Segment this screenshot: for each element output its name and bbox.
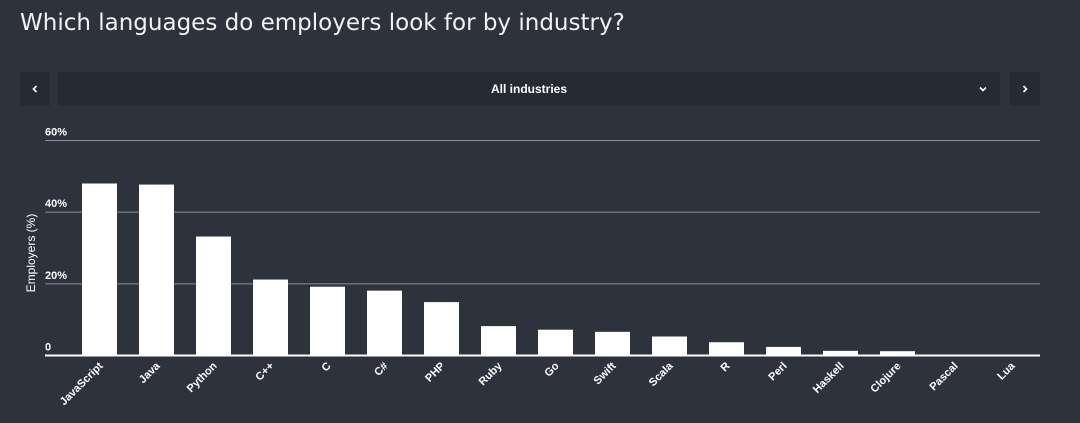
chevron-down-icon bbox=[979, 86, 987, 92]
chevron-right-icon bbox=[1022, 85, 1028, 93]
page-title: Which languages do employers look for by… bbox=[20, 10, 625, 36]
bar-ruby[interactable] bbox=[481, 326, 516, 356]
x-tick-label: C bbox=[320, 360, 334, 374]
x-axis-ticks: JavaScript Java Python C++ C C# PHP Ruby Go Swift… bbox=[58, 360, 1018, 408]
x-tick-label: Go bbox=[542, 360, 561, 379]
bar-php[interactable] bbox=[424, 302, 459, 356]
next-industry-button[interactable] bbox=[1010, 72, 1040, 106]
x-tick-label: C++ bbox=[253, 360, 276, 383]
bar-go[interactable] bbox=[538, 329, 573, 356]
y-tick-label: 0 bbox=[45, 342, 51, 354]
bar-swift[interactable] bbox=[595, 331, 630, 356]
industry-dropdown[interactable]: All industries bbox=[58, 72, 1000, 106]
bar-scala[interactable] bbox=[652, 336, 687, 356]
x-tick-label: Java bbox=[137, 360, 163, 386]
x-tick-label: Perl bbox=[766, 360, 789, 383]
industry-dropdown-value: All industries bbox=[490, 82, 567, 96]
bars bbox=[82, 183, 1029, 356]
x-tick-label: Haskell bbox=[811, 360, 847, 396]
bar-perl[interactable] bbox=[766, 346, 801, 356]
x-tick-label: PHP bbox=[423, 360, 447, 384]
y-tick-label: 60% bbox=[45, 127, 67, 139]
x-tick-label: JavaScript bbox=[58, 360, 106, 408]
y-tick-label: 40% bbox=[45, 198, 67, 210]
bar-c[interactable] bbox=[310, 286, 345, 356]
bar-python[interactable] bbox=[196, 236, 231, 356]
x-tick-label: C# bbox=[372, 360, 390, 378]
y-tick-label: 20% bbox=[45, 270, 67, 282]
chevron-left-icon bbox=[32, 85, 38, 93]
x-tick-label: Lua bbox=[995, 360, 1018, 383]
x-tick-label: Swift bbox=[592, 360, 619, 387]
bar-javascript[interactable] bbox=[82, 183, 117, 356]
bar-java[interactable] bbox=[139, 184, 174, 356]
previous-industry-button[interactable] bbox=[20, 72, 50, 106]
bar-clojure[interactable] bbox=[880, 351, 915, 356]
gridlines bbox=[45, 140, 1040, 285]
y-axis-ticks: 0 20% 40% 60% bbox=[45, 127, 67, 354]
industry-selector: All industries bbox=[20, 72, 1040, 106]
x-tick-label: Scala bbox=[647, 360, 676, 389]
bar-c-[interactable] bbox=[253, 279, 288, 356]
x-tick-label: Pascal bbox=[927, 360, 960, 393]
x-tick-label: Ruby bbox=[477, 360, 506, 389]
x-tick-label: Clojure bbox=[868, 360, 903, 395]
bar-r[interactable] bbox=[709, 342, 744, 356]
bar-c-[interactable] bbox=[367, 290, 402, 356]
bar-haskell[interactable] bbox=[823, 350, 858, 356]
y-axis-label: Employers (%) bbox=[24, 214, 38, 293]
x-tick-label: Python bbox=[185, 360, 220, 395]
x-tick-label: R bbox=[719, 360, 733, 374]
